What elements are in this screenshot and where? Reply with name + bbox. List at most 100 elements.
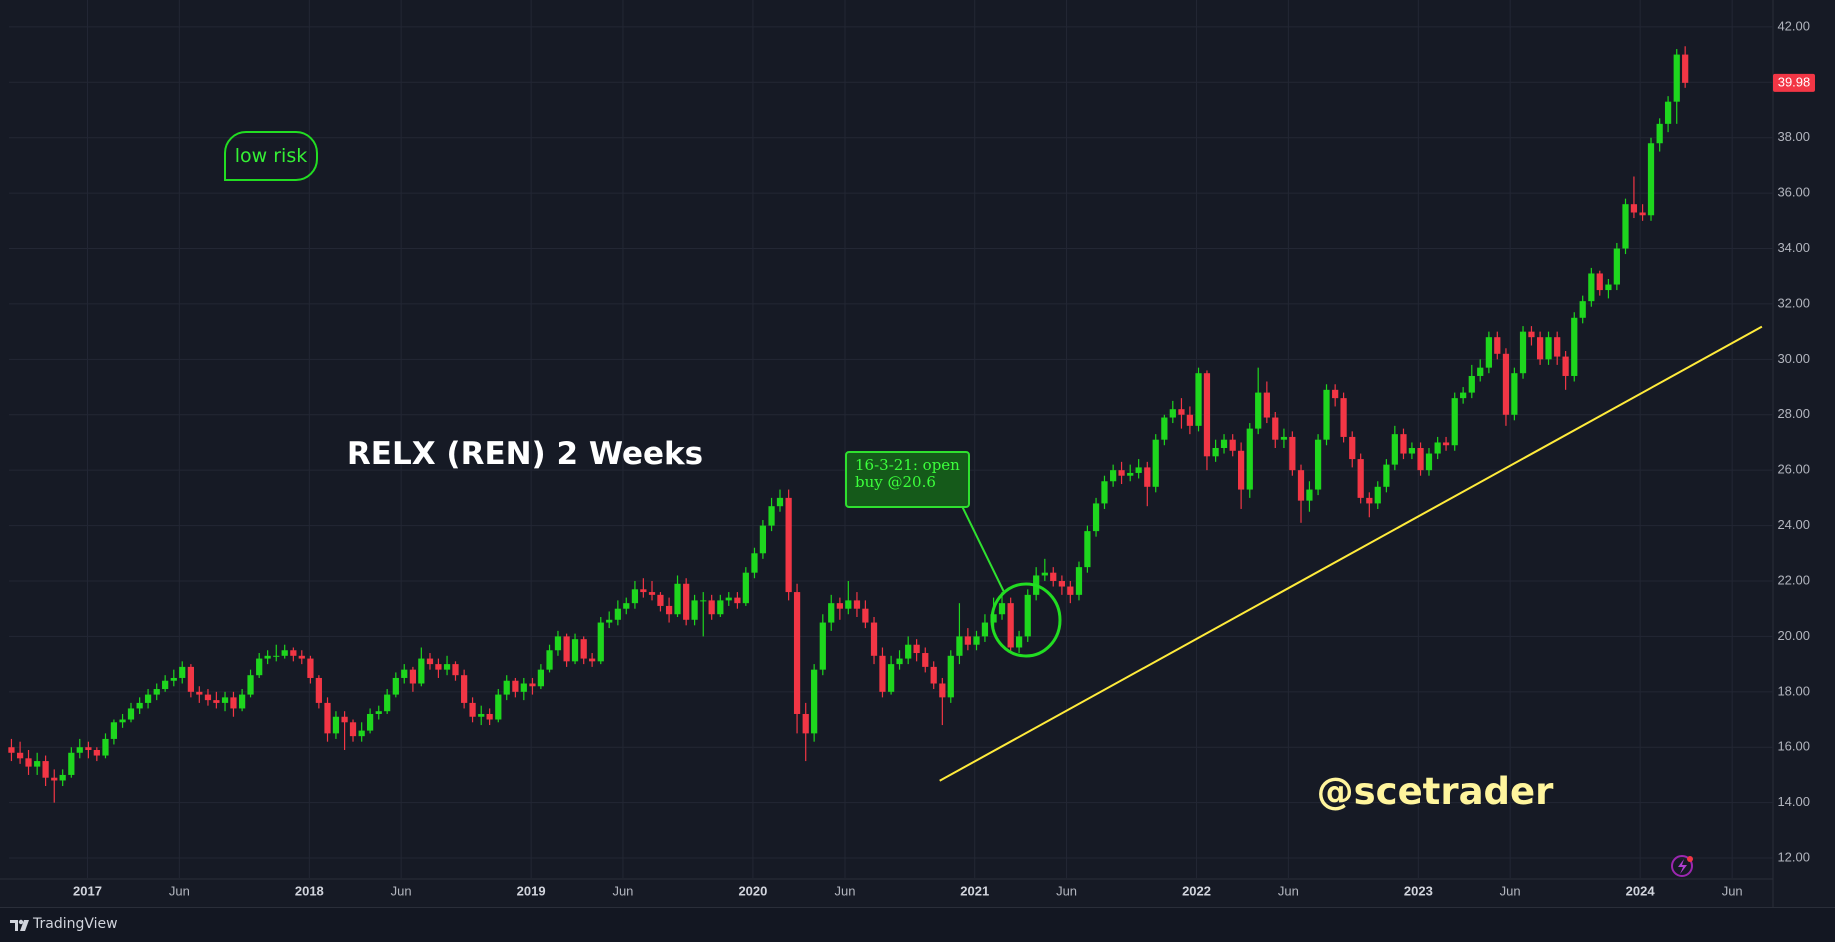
- candle-body: [973, 636, 980, 645]
- candle-body: [589, 658, 596, 662]
- y-tick-label: 34.00: [1777, 240, 1810, 255]
- candle-body: [332, 716, 340, 734]
- candle-body: [1383, 464, 1390, 487]
- candle-body: [1545, 337, 1552, 360]
- candle-body: [68, 752, 75, 775]
- y-tick-label: 26.00: [1777, 462, 1810, 477]
- candle-body: [256, 658, 263, 676]
- candle-body: [1203, 373, 1211, 457]
- x-tick-label: 2023: [1404, 883, 1433, 898]
- candle-body: [1169, 409, 1176, 418]
- candle-body: [1289, 436, 1296, 471]
- x-tick-label: 2020: [738, 883, 767, 898]
- candle-body: [1391, 434, 1398, 465]
- candle-body: [8, 747, 15, 753]
- candle-body: [119, 719, 126, 723]
- candle-body: [1571, 317, 1578, 376]
- alert-icon-ring: [1671, 855, 1693, 877]
- candle-body: [1272, 417, 1279, 440]
- candle-body: [76, 747, 83, 753]
- candle-body: [537, 669, 544, 687]
- brand-name[interactable]: TradingView: [33, 916, 118, 932]
- candle-body: [964, 636, 971, 645]
- candle-body: [42, 761, 49, 778]
- candle-body: [230, 697, 237, 709]
- candle-body: [204, 694, 212, 701]
- candle-body: [1494, 337, 1501, 354]
- candle-body: [998, 603, 1006, 615]
- candle-body: [461, 675, 468, 703]
- candle-body: [512, 680, 519, 692]
- candle-body: [700, 600, 707, 602]
- candle-body: [828, 603, 835, 623]
- candle-body: [725, 597, 732, 601]
- candle-body: [1152, 439, 1159, 487]
- candle-body: [939, 683, 946, 698]
- footer: [0, 907, 1835, 942]
- candle-body: [1041, 572, 1048, 576]
- candle-body: [776, 497, 784, 507]
- candle-body: [102, 738, 109, 756]
- y-tick-label: 32.00: [1777, 295, 1810, 310]
- candle-body: [1647, 143, 1655, 216]
- y-tick-label: 12.00: [1777, 849, 1810, 864]
- candle-body: [25, 758, 32, 767]
- brand-logo[interactable]: [9, 917, 33, 933]
- candle-body: [358, 730, 365, 737]
- candle-body: [554, 636, 562, 651]
- candle-body: [751, 553, 758, 573]
- candle-body: [529, 683, 536, 687]
- candle-body: [1144, 467, 1151, 487]
- candle-body: [1442, 442, 1450, 446]
- y-tick-label: 18.00: [1777, 683, 1810, 698]
- candle-body: [384, 694, 391, 712]
- candle-body: [1408, 448, 1416, 454]
- candle-body: [1127, 472, 1134, 476]
- candle-body: [1050, 572, 1057, 581]
- candle-body: [503, 680, 510, 695]
- candle-body: [1630, 204, 1638, 213]
- candle-body: [298, 655, 305, 659]
- y-tick-label: 38.00: [1777, 129, 1810, 144]
- candle-body: [1118, 470, 1125, 476]
- candle-body: [349, 722, 357, 737]
- candle-body: [1246, 428, 1253, 490]
- candle-body: [324, 702, 331, 734]
- candle-body: [1135, 467, 1142, 473]
- candle-body: [1579, 301, 1586, 318]
- candle-body: [409, 669, 417, 684]
- x-tick-label: 2022: [1182, 883, 1211, 898]
- candle-body: [1519, 331, 1527, 374]
- x-tick-label: Jun: [1056, 883, 1077, 898]
- candle-body: [1417, 448, 1424, 471]
- candle-body: [862, 608, 869, 623]
- candle-body: [657, 594, 664, 606]
- candle-body: [401, 669, 408, 678]
- candle-body: [443, 664, 451, 670]
- candle-body: [1263, 392, 1270, 418]
- watermark: @scetrader: [1316, 770, 1554, 813]
- candle-body: [896, 658, 903, 665]
- candle-body: [1502, 353, 1510, 415]
- candle-body: [887, 664, 895, 692]
- brand-logo-part: [10, 920, 18, 931]
- candle-body: [674, 583, 681, 615]
- candle-body: [1075, 567, 1083, 595]
- candle-body: [93, 749, 100, 756]
- candle-body: [315, 677, 322, 703]
- candle-body: [1238, 450, 1245, 490]
- candle-body: [59, 774, 66, 781]
- candle-body: [375, 711, 382, 714]
- candle-body: [110, 722, 118, 739]
- candle-body: [1186, 414, 1193, 426]
- candle-body: [1451, 398, 1458, 446]
- alert-icon[interactable]: [1671, 855, 1693, 877]
- candle-body: [1255, 392, 1262, 429]
- candle-body: [1092, 503, 1100, 532]
- x-tick-label: Jun: [1278, 883, 1299, 898]
- candle-body: [571, 639, 579, 662]
- candle-body: [520, 683, 527, 692]
- x-tick-label: Jun: [391, 883, 412, 898]
- y-tick-label: 14.00: [1777, 794, 1810, 809]
- chart-title: RELX (REN) 2 Weeks: [346, 436, 704, 472]
